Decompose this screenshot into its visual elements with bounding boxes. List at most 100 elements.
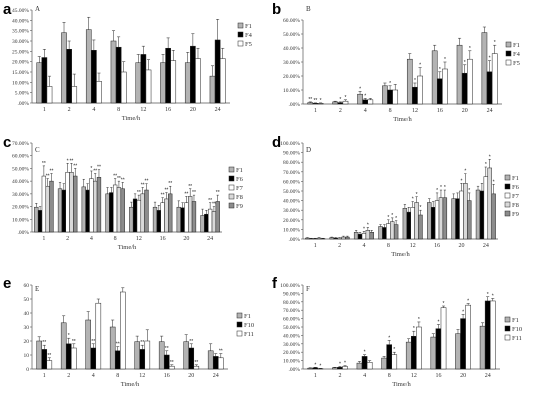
significance-mark: * — [68, 333, 70, 339]
x-tick-label: 2 — [339, 108, 342, 114]
bar-F5-2 — [342, 100, 349, 105]
bar-F10-2 — [337, 367, 343, 370]
bar-F7-4 — [89, 178, 94, 233]
x-tick-label: 24 — [207, 236, 213, 242]
legend-swatch-F1 — [228, 166, 235, 173]
significance-mark: ** — [184, 191, 188, 197]
bar-F10-4 — [90, 347, 97, 370]
bar-F1-8 — [381, 357, 387, 370]
panel-title: A — [35, 5, 40, 13]
x-tick-label: 12 — [412, 108, 418, 114]
significance-mark: ** — [145, 179, 149, 185]
bar-F11-12 — [144, 340, 151, 370]
bar-F8-16 — [164, 198, 169, 233]
significance-mark: * — [468, 188, 470, 194]
x-tick-label: 8 — [388, 373, 391, 379]
significance-mark: ** — [116, 342, 120, 348]
bar-F8-20 — [463, 183, 468, 240]
x-tick-label: 4 — [92, 373, 95, 379]
bar-F8-8 — [116, 187, 122, 233]
bar-F10-8 — [386, 344, 392, 370]
bar-F10-1 — [41, 349, 48, 370]
panel-letter: b — [272, 1, 281, 18]
bar-F11-12 — [416, 326, 422, 370]
significance-mark: * — [320, 98, 322, 104]
bar-F11-24 — [489, 300, 496, 370]
bar-F1-20 — [176, 206, 181, 233]
y-tick-label: 30.00% — [283, 60, 300, 66]
bar-F1-8 — [109, 326, 116, 370]
y-tick-label: 20.00% — [283, 350, 300, 356]
bar-F9-20 — [467, 200, 472, 240]
legend-label: F7 — [512, 193, 520, 200]
bar-F5-2 — [71, 86, 78, 104]
significance-mark: * — [364, 350, 366, 356]
bar-F10-8 — [114, 350, 121, 370]
bar-F1-20 — [456, 44, 463, 105]
bar-F6-12 — [132, 198, 138, 233]
significance-mark: * — [443, 301, 445, 307]
y-tick-label: 50.00% — [283, 189, 300, 195]
significance-mark: ** — [72, 339, 76, 345]
y-tick-label: 100.00% — [280, 141, 300, 147]
legend-label: F11 — [512, 335, 522, 342]
x-tick-label: 12 — [410, 243, 416, 249]
significance-mark: * — [418, 317, 420, 323]
bar-F1-24 — [209, 75, 216, 104]
x-tick-label: 1 — [42, 236, 45, 242]
significance-mark: * — [489, 56, 491, 62]
y-tick-label: 30.00% — [12, 192, 29, 198]
x-tick-label: 8 — [387, 243, 390, 249]
bar-F10-20 — [460, 318, 466, 370]
significance-mark: * — [436, 188, 438, 194]
bar-F1-16 — [427, 202, 432, 240]
bar-F11-2 — [342, 366, 348, 370]
bar-F1-2 — [332, 101, 338, 105]
panel-title: B — [306, 5, 311, 13]
significance-mark: * — [364, 93, 366, 99]
bar-F1-2 — [60, 322, 67, 370]
legend-label: F8 — [236, 194, 243, 201]
bar-F9-24 — [215, 201, 220, 233]
significance-mark: ** — [121, 177, 125, 183]
significance-mark: ** — [212, 202, 216, 208]
significance-mark: * — [314, 362, 316, 368]
bar-F8-2 — [341, 236, 346, 240]
significance-mark: * — [493, 179, 495, 185]
bar-F8-20 — [188, 196, 193, 233]
bar-F1-2 — [332, 367, 338, 370]
bar-F4-16 — [165, 47, 171, 104]
bar-F6-4 — [85, 189, 90, 233]
x-tick-label: 12 — [139, 373, 145, 379]
bar-F4-1 — [41, 57, 48, 104]
significance-mark: * — [489, 154, 491, 160]
y-tick-label: .00% — [289, 367, 301, 373]
bar-F9-8 — [120, 188, 125, 233]
significance-mark: * — [359, 86, 361, 92]
x-tick-label: 8 — [389, 108, 392, 114]
bar-F7-24 — [207, 208, 213, 233]
significance-mark: ** — [117, 176, 121, 182]
bar-F10-12 — [411, 335, 417, 370]
bar-F5-12 — [145, 69, 152, 104]
bar-F6-2 — [61, 189, 66, 233]
significance-mark: ** — [137, 190, 141, 196]
significance-mark: ** — [219, 349, 223, 355]
x-tick-label: 20 — [462, 108, 468, 114]
legend-label: F7 — [236, 185, 244, 192]
bar-F7-16 — [434, 200, 440, 240]
legend-swatch-F5 — [505, 59, 512, 66]
bar-F6-20 — [455, 198, 460, 240]
x-tick-label: 16 — [165, 107, 171, 113]
bar-F1-4 — [85, 319, 91, 370]
bar-F1-12 — [129, 206, 134, 233]
bar-F1-12 — [402, 208, 408, 240]
bar-F1-4 — [81, 186, 86, 233]
legend-label: F10 — [512, 326, 522, 333]
bar-F4-2 — [66, 49, 72, 104]
bar-F8-24 — [211, 211, 217, 233]
bar-F5-4 — [367, 99, 374, 105]
bar-F9-16 — [442, 197, 448, 240]
significance-mark: ** — [47, 353, 51, 359]
bar-F6-2 — [333, 237, 338, 240]
